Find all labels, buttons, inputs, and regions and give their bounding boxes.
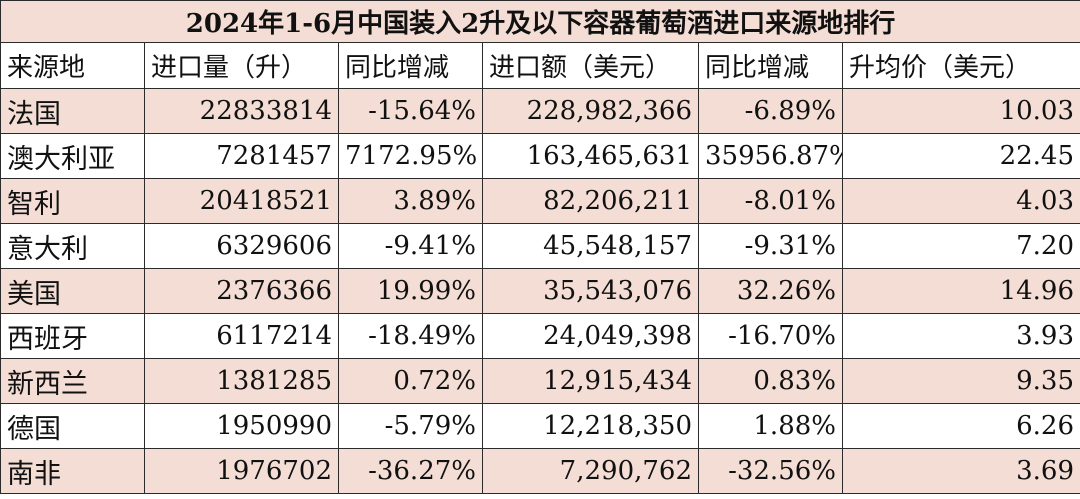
table-row: 意大利 6329606 -9.41% 45,548,157 -9.31% 7.2… (0, 223, 1080, 269)
cell-volume: 20418521 (144, 178, 339, 224)
cell-country: 意大利 (0, 223, 145, 269)
table-row: 美国 2376366 19.99% 35,543,076 32.26% 14.9… (0, 268, 1080, 314)
cell-volume: 22833814 (144, 88, 339, 134)
header-avg-price: 升均价（美元） (842, 42, 1080, 89)
cell-value: 35,543,076 (482, 268, 699, 314)
table-title: 2024年1-6月中国装入2升及以下容器葡萄酒进口来源地排行 (0, 0, 1080, 43)
cell-value-yoy: -16.70% (698, 313, 843, 359)
cell-avg-price: 6.26 (842, 403, 1080, 449)
cell-value-yoy: 0.83% (698, 358, 843, 404)
cell-avg-price: 22.45 (842, 133, 1080, 179)
cell-volume-yoy: -5.79% (338, 403, 483, 449)
cell-volume: 6117214 (144, 313, 339, 359)
cell-volume-yoy: -15.64% (338, 88, 483, 134)
cell-volume: 2376366 (144, 268, 339, 314)
cell-value-yoy: 35956.87% (698, 133, 843, 179)
cell-country: 德国 (0, 403, 145, 449)
table-row: 法国 22833814 -15.64% 228,982,366 -6.89% 1… (0, 88, 1080, 134)
cell-value-yoy: 1.88% (698, 403, 843, 449)
cell-value: 82,206,211 (482, 178, 699, 224)
cell-volume: 7281457 (144, 133, 339, 179)
cell-value-yoy: 32.26% (698, 268, 843, 314)
table-row: 智利 20418521 3.89% 82,206,211 -8.01% 4.03 (0, 178, 1080, 224)
header-volume-yoy: 同比增减 (338, 42, 483, 89)
cell-volume: 1976702 (144, 448, 339, 494)
cell-value: 12,915,434 (482, 358, 699, 404)
cell-value-yoy: -8.01% (698, 178, 843, 224)
cell-value-yoy: -32.56% (698, 448, 843, 494)
header-country: 来源地 (0, 42, 145, 89)
cell-volume: 1381285 (144, 358, 339, 404)
cell-volume-yoy: -18.49% (338, 313, 483, 359)
cell-country: 法国 (0, 88, 145, 134)
cell-value: 45,548,157 (482, 223, 699, 269)
table-row: 德国 1950990 -5.79% 12,218,350 1.88% 6.26 (0, 403, 1080, 449)
cell-value: 163,465,631 (482, 133, 699, 179)
cell-volume-yoy: 19.99% (338, 268, 483, 314)
table-row: 南非 1976702 -36.27% 7,290,762 -32.56% 3.6… (0, 448, 1080, 494)
cell-volume-yoy: -36.27% (338, 448, 483, 494)
cell-country: 澳大利亚 (0, 133, 145, 179)
header-volume: 进口量（升） (144, 42, 339, 89)
header-value: 进口额（美元） (482, 42, 699, 89)
cell-value: 24,049,398 (482, 313, 699, 359)
cell-avg-price: 3.93 (842, 313, 1080, 359)
cell-country: 智利 (0, 178, 145, 224)
cell-value: 12,218,350 (482, 403, 699, 449)
cell-volume-yoy: -9.41% (338, 223, 483, 269)
table-row: 新西兰 1381285 0.72% 12,915,434 0.83% 9.35 (0, 358, 1080, 404)
cell-avg-price: 3.69 (842, 448, 1080, 494)
table-row: 西班牙 6117214 -18.49% 24,049,398 -16.70% 3… (0, 313, 1080, 359)
cell-value: 7,290,762 (482, 448, 699, 494)
cell-avg-price: 7.20 (842, 223, 1080, 269)
header-row: 来源地 进口量（升） 同比增减 进口额（美元） 同比增减 升均价（美元） (0, 42, 1080, 89)
cell-value-yoy: -9.31% (698, 223, 843, 269)
cell-avg-price: 9.35 (842, 358, 1080, 404)
cell-country: 美国 (0, 268, 145, 314)
cell-volume-yoy: 0.72% (338, 358, 483, 404)
cell-country: 西班牙 (0, 313, 145, 359)
cell-value: 228,982,366 (482, 88, 699, 134)
cell-avg-price: 4.03 (842, 178, 1080, 224)
cell-volume: 6329606 (144, 223, 339, 269)
cell-value-yoy: -6.89% (698, 88, 843, 134)
cell-avg-price: 10.03 (842, 88, 1080, 134)
cell-volume-yoy: 7172.95% (338, 133, 483, 179)
table-title-row: 2024年1-6月中国装入2升及以下容器葡萄酒进口来源地排行 (0, 0, 1080, 43)
cell-country: 新西兰 (0, 358, 145, 404)
cell-country: 南非 (0, 448, 145, 494)
cell-volume: 1950990 (144, 403, 339, 449)
cell-avg-price: 14.96 (842, 268, 1080, 314)
table-row: 澳大利亚 7281457 7172.95% 163,465,631 35956.… (0, 133, 1080, 179)
cell-volume-yoy: 3.89% (338, 178, 483, 224)
header-value-yoy: 同比增减 (698, 42, 843, 89)
